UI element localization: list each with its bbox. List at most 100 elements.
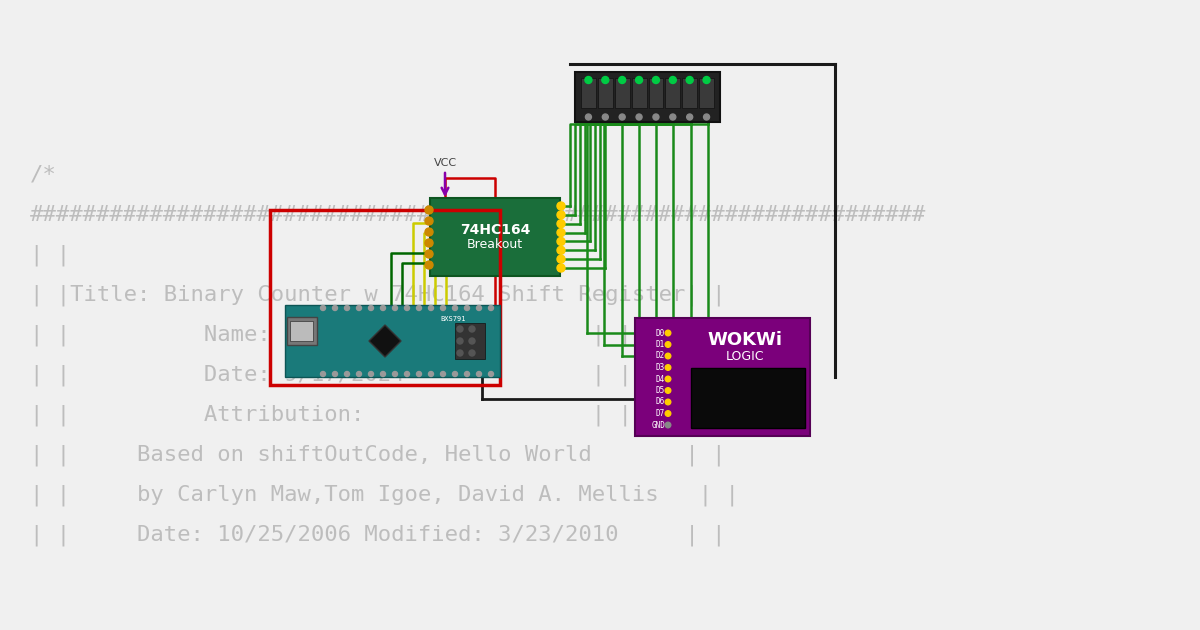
Bar	[270, 210, 500, 385]
Circle shape	[665, 411, 671, 416]
Text: D0: D0	[655, 328, 665, 338]
Circle shape	[619, 114, 625, 120]
Circle shape	[586, 114, 592, 120]
Text: ###################################################################: ########################################…	[30, 205, 926, 225]
Circle shape	[440, 372, 445, 377]
Circle shape	[476, 372, 481, 377]
Circle shape	[602, 114, 608, 120]
Text: VCC: VCC	[433, 158, 456, 168]
Bar	[635, 318, 810, 436]
Text: GND: GND	[652, 420, 665, 430]
Circle shape	[428, 372, 433, 377]
Circle shape	[425, 261, 433, 269]
Circle shape	[619, 76, 625, 84]
Text: | |Title: Binary Counter w 74HC164 Shift Register| |: | |Title: Binary Counter w 74HC164 Shift…	[30, 285, 726, 307]
Circle shape	[469, 338, 475, 344]
Circle shape	[344, 306, 349, 311]
Circle shape	[368, 306, 373, 311]
Circle shape	[457, 338, 463, 344]
Circle shape	[665, 422, 671, 428]
Circle shape	[425, 206, 433, 214]
Text: | |     Based on shiftOutCode, Hello World       | |: | | Based on shiftOutCode, Hello World |…	[30, 445, 726, 466]
Circle shape	[636, 76, 642, 84]
Bar	[598, 78, 613, 108]
Bar	[648, 78, 664, 108]
Text: D3: D3	[655, 363, 665, 372]
Polygon shape	[370, 325, 401, 357]
Circle shape	[488, 306, 493, 311]
Circle shape	[344, 372, 349, 377]
Circle shape	[425, 250, 433, 258]
Circle shape	[425, 239, 433, 247]
Text: Breakout: Breakout	[467, 239, 523, 251]
Text: D1: D1	[655, 340, 665, 349]
Circle shape	[557, 202, 565, 210]
Circle shape	[665, 376, 671, 382]
Circle shape	[380, 372, 385, 377]
Text: WOKWi: WOKWi	[708, 331, 782, 349]
Bar	[290, 321, 313, 341]
Circle shape	[464, 372, 469, 377]
Bar	[614, 78, 630, 108]
Circle shape	[440, 306, 445, 311]
Circle shape	[686, 76, 694, 84]
Circle shape	[557, 246, 565, 255]
Bar	[430, 198, 560, 276]
Circle shape	[425, 228, 433, 236]
Text: | |: | |	[30, 245, 70, 266]
Circle shape	[469, 350, 475, 356]
Text: BXS791: BXS791	[440, 316, 466, 322]
Bar	[631, 78, 647, 108]
Text: | |          Attribution:                 | |: | | Attribution: | |	[30, 405, 632, 427]
Circle shape	[653, 114, 659, 120]
Circle shape	[636, 114, 642, 120]
Circle shape	[428, 306, 433, 311]
Circle shape	[392, 306, 397, 311]
Bar	[455, 323, 485, 359]
Circle shape	[602, 76, 608, 84]
Bar	[691, 368, 805, 428]
Circle shape	[368, 372, 373, 377]
Circle shape	[452, 306, 457, 311]
Circle shape	[665, 387, 671, 393]
Circle shape	[703, 114, 709, 120]
Bar	[575, 72, 720, 122]
Text: | |          Date: 9/17/2024              | |: | | Date: 9/17/2024 | |	[30, 365, 632, 386]
Circle shape	[332, 372, 337, 377]
Text: D7: D7	[655, 409, 665, 418]
Text: D4: D4	[655, 374, 665, 384]
Circle shape	[320, 306, 325, 311]
Circle shape	[584, 76, 592, 84]
Text: /*: /*	[30, 165, 56, 185]
Circle shape	[416, 306, 421, 311]
Circle shape	[404, 306, 409, 311]
Circle shape	[557, 238, 565, 246]
Text: | |          Name:                        | |: | | Name: | |	[30, 325, 632, 346]
Circle shape	[320, 372, 325, 377]
Circle shape	[476, 306, 481, 311]
Bar	[286, 305, 500, 377]
Circle shape	[686, 114, 692, 120]
Circle shape	[670, 114, 676, 120]
Circle shape	[665, 365, 671, 370]
Circle shape	[464, 306, 469, 311]
Circle shape	[452, 372, 457, 377]
Text: D6: D6	[655, 398, 665, 406]
Text: | |     by Carlyn Maw,Tom Igoe, David A. Mellis   | |: | | by Carlyn Maw,Tom Igoe, David A. Mel…	[30, 485, 739, 507]
Circle shape	[665, 399, 671, 405]
Circle shape	[416, 372, 421, 377]
Circle shape	[457, 326, 463, 332]
Text: D2: D2	[655, 352, 665, 360]
Bar	[287, 317, 317, 345]
Circle shape	[425, 217, 433, 225]
Circle shape	[670, 76, 677, 84]
Circle shape	[557, 255, 565, 263]
Circle shape	[557, 264, 565, 272]
Circle shape	[665, 353, 671, 359]
Circle shape	[380, 306, 385, 311]
Bar	[581, 78, 596, 108]
Circle shape	[557, 211, 565, 219]
Circle shape	[404, 372, 409, 377]
Circle shape	[557, 229, 565, 237]
Circle shape	[488, 372, 493, 377]
